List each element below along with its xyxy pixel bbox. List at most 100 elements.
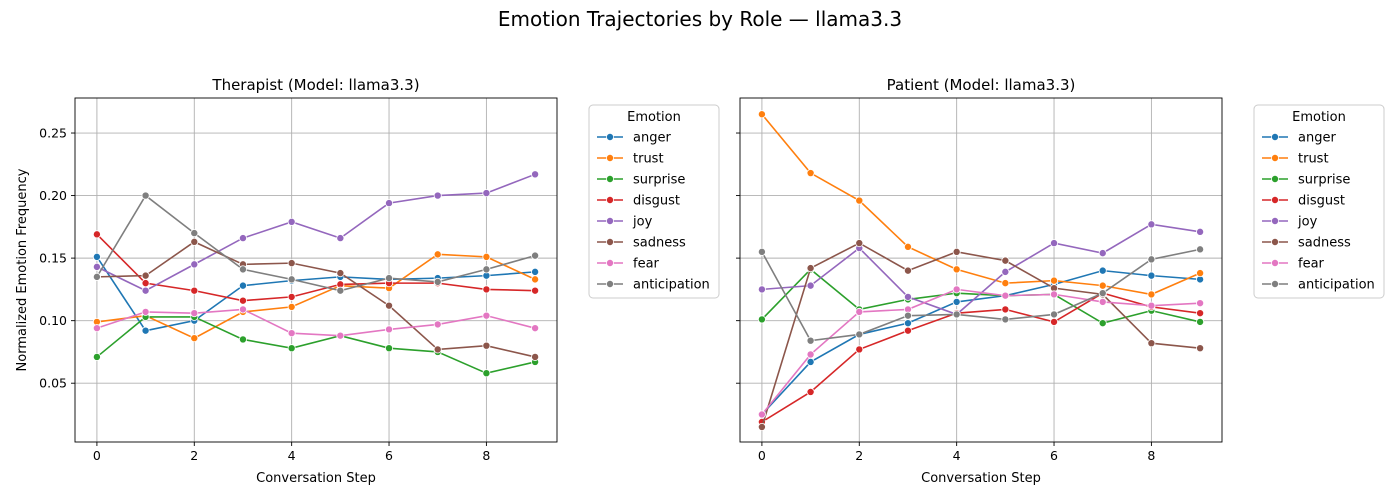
data-point-anticipation xyxy=(1098,289,1107,298)
y-tick-label: 0.15 xyxy=(39,251,67,266)
legend-item-joy: joy xyxy=(1262,215,1318,230)
data-point-sadness xyxy=(287,259,296,268)
data-point-anger xyxy=(903,319,912,328)
data-point-fear xyxy=(238,305,247,314)
x-tick-label: 8 xyxy=(482,448,490,463)
series-line-anger xyxy=(761,269,1201,416)
series-line-surprise xyxy=(761,268,1201,325)
data-point-fear xyxy=(531,324,540,333)
plot-frame xyxy=(74,97,558,443)
data-point-anger xyxy=(141,326,150,335)
x-tick-label: 8 xyxy=(1147,448,1155,463)
legend-label: sadness xyxy=(633,236,686,251)
series-line-disgust xyxy=(96,233,536,302)
data-point-disgust xyxy=(806,387,815,396)
data-point-trust xyxy=(482,252,491,261)
series-line-trust xyxy=(761,113,1201,296)
legend-marker-sadness xyxy=(1271,237,1280,246)
data-point-fear xyxy=(757,410,766,419)
data-point-joy xyxy=(238,234,247,243)
figure-title: Emotion Trajectories by Role — llama3.3 xyxy=(498,7,902,31)
data-point-sadness xyxy=(141,271,150,280)
series-line-sadness xyxy=(761,242,1201,428)
data-point-disgust xyxy=(855,345,864,354)
chart-panel-1: 0 2 4 6 8 Patient (Model: llama3.3) Conversati… xyxy=(736,76,1385,486)
data-point-trust xyxy=(531,275,540,284)
legend-label: trust xyxy=(1298,152,1329,167)
data-point-anticipation xyxy=(903,311,912,320)
y-tick-label: 0.20 xyxy=(39,188,67,203)
x-tick-label: 2 xyxy=(855,448,863,463)
x-tick-label: 0 xyxy=(758,448,766,463)
data-point-anticipation xyxy=(287,275,296,284)
data-point-anticipation xyxy=(190,229,199,238)
x-tick-label: 6 xyxy=(1050,448,1058,463)
data-point-surprise xyxy=(238,335,247,344)
legend-item-trust: trust xyxy=(1262,152,1329,167)
data-point-trust xyxy=(855,196,864,205)
data-point-anticipation xyxy=(952,310,961,319)
data-point-joy xyxy=(1147,220,1156,229)
data-point-joy xyxy=(531,170,540,179)
data-point-fear xyxy=(806,350,815,359)
data-point-anticipation xyxy=(92,272,101,281)
data-point-surprise xyxy=(757,315,766,324)
data-point-disgust xyxy=(531,286,540,295)
data-point-trust xyxy=(1001,279,1010,288)
data-point-disgust xyxy=(1050,317,1059,326)
data-point-fear xyxy=(92,324,101,333)
legend-label: anticipation xyxy=(1298,278,1375,293)
legend: Emotion anger trust surprise disgust joy sadne… xyxy=(588,104,720,299)
data-point-joy xyxy=(141,286,150,295)
data-point-trust xyxy=(287,302,296,311)
data-point-trust xyxy=(952,265,961,274)
data-point-anger xyxy=(1147,271,1156,280)
data-point-anger xyxy=(92,252,101,261)
legend-marker-anticipation xyxy=(606,279,615,288)
data-point-disgust xyxy=(1001,305,1010,314)
data-point-joy xyxy=(92,262,101,271)
legend-item-fear: fear xyxy=(597,257,660,272)
series-line-anticipation xyxy=(761,248,1201,342)
y-axis-label: Normalized Emotion Frequency xyxy=(15,168,30,371)
x-tick-label: 0 xyxy=(93,448,101,463)
legend-marker-fear xyxy=(1271,258,1280,267)
data-point-disgust xyxy=(190,286,199,295)
data-point-surprise xyxy=(482,369,491,378)
legend-marker-anger xyxy=(606,132,615,141)
panel-title: Therapist (Model: llama3.3) xyxy=(211,76,419,94)
data-point-trust xyxy=(190,334,199,343)
data-point-joy xyxy=(806,281,815,290)
legend-item-anger: anger xyxy=(1262,131,1336,146)
data-point-anticipation xyxy=(482,265,491,274)
legend-label: anger xyxy=(633,131,671,146)
data-point-joy xyxy=(482,189,491,198)
legend-item-sadness: sadness xyxy=(1262,236,1351,251)
legend-item-anger: anger xyxy=(597,131,671,146)
data-point-anticipation xyxy=(385,274,394,283)
data-point-joy xyxy=(1001,267,1010,276)
data-point-fear xyxy=(190,309,199,318)
series-line-anticipation xyxy=(96,194,536,292)
legend-marker-anticipation xyxy=(1271,279,1280,288)
legend-marker-fear xyxy=(606,258,615,267)
data-point-joy xyxy=(757,285,766,294)
legend-item-fear: fear xyxy=(1262,257,1325,272)
data-point-sadness xyxy=(385,301,394,310)
x-tick-label: 4 xyxy=(953,448,961,463)
data-point-fear xyxy=(287,329,296,338)
data-point-fear xyxy=(952,285,961,294)
legend-marker-sadness xyxy=(606,237,615,246)
data-point-surprise xyxy=(92,352,101,361)
data-point-sadness xyxy=(855,239,864,248)
legend-marker-surprise xyxy=(1271,174,1280,183)
data-point-trust xyxy=(1196,269,1205,278)
data-point-sadness xyxy=(806,264,815,273)
data-point-anticipation xyxy=(238,265,247,274)
data-point-anticipation xyxy=(806,336,815,345)
data-point-anticipation xyxy=(1196,245,1205,254)
data-point-anger xyxy=(238,281,247,290)
data-point-trust xyxy=(1050,276,1059,285)
series-line-joy xyxy=(96,173,536,292)
legend-item-joy: joy xyxy=(597,215,653,230)
